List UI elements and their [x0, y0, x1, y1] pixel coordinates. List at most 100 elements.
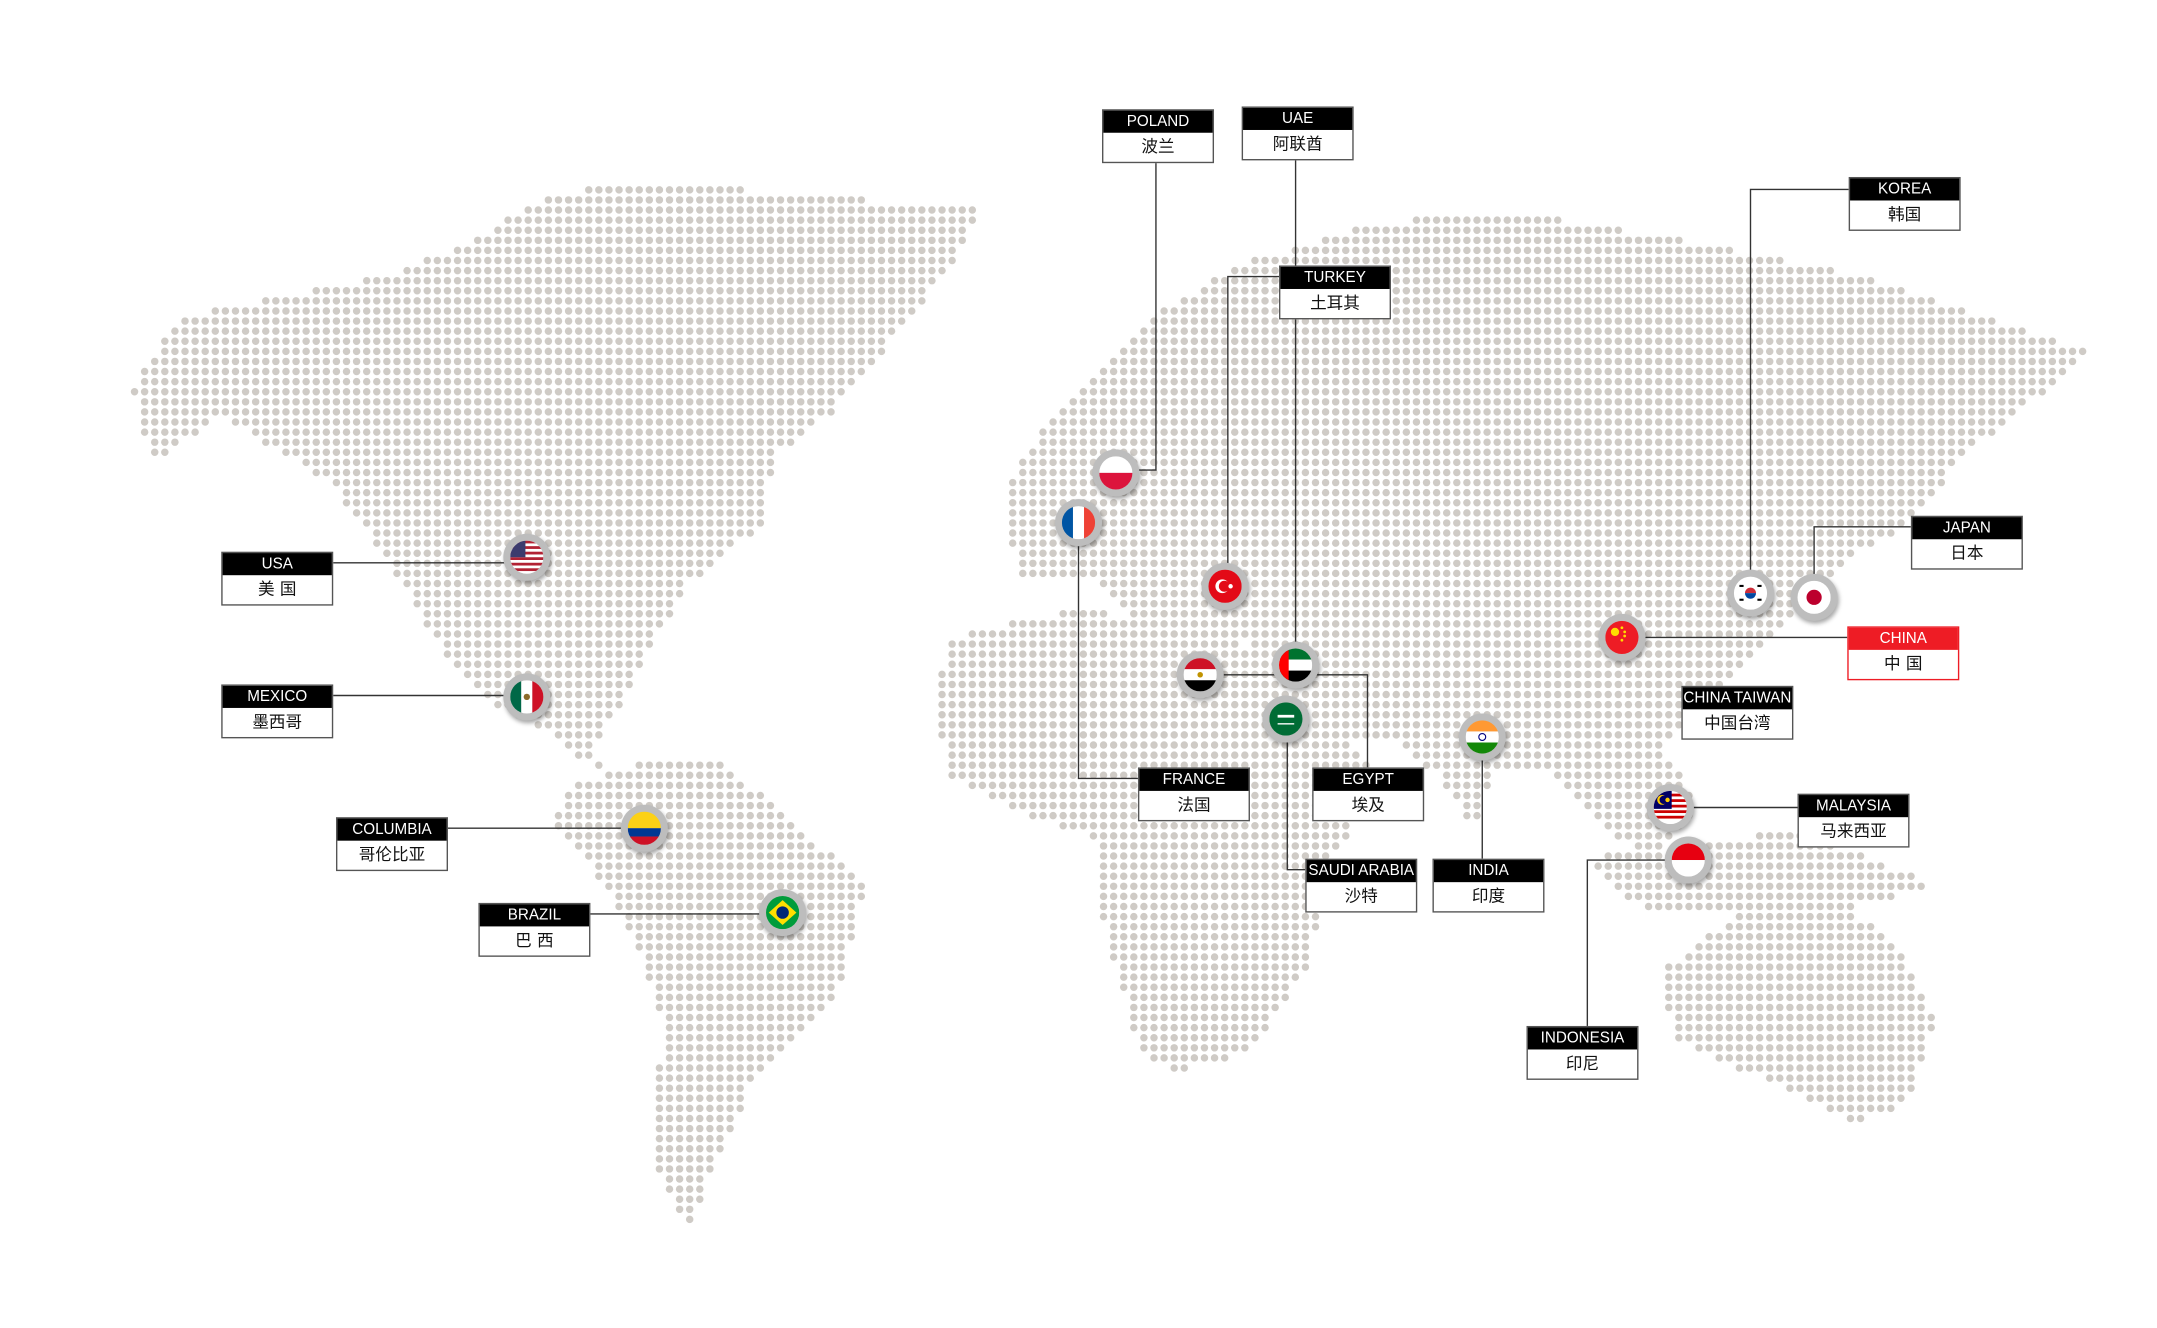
map-dot	[1614, 337, 1623, 345]
map-dot	[827, 266, 835, 275]
map-dot	[514, 387, 522, 396]
map-dot	[1665, 276, 1673, 285]
map-dot	[1231, 549, 1239, 557]
map-dot	[1140, 398, 1148, 406]
map-dot	[746, 509, 754, 517]
map-dot	[726, 367, 734, 376]
map-dot	[1130, 499, 1138, 507]
map-dot	[706, 418, 714, 426]
map-dot	[1685, 509, 1693, 517]
map-dot	[1937, 448, 1946, 457]
map-dot	[1190, 458, 1199, 467]
map-dot	[1150, 529, 1158, 537]
map-dot	[1483, 246, 1491, 255]
map-dot	[322, 297, 331, 305]
map-dot	[1644, 337, 1653, 345]
map-dot	[484, 287, 492, 295]
map-dot	[645, 579, 654, 588]
map-dot	[1372, 256, 1380, 265]
map-dot	[403, 448, 411, 457]
map-dot	[837, 287, 845, 295]
map-dot	[1029, 458, 1037, 467]
map-dot	[1251, 307, 1259, 315]
map-dot	[1564, 418, 1572, 426]
map-dot	[1675, 246, 1683, 255]
map-dot	[1372, 246, 1380, 255]
map-dot	[1624, 448, 1633, 457]
map-dot	[716, 387, 724, 396]
map-dot	[1776, 458, 1784, 467]
map-dot	[433, 438, 442, 446]
map-dot	[796, 287, 805, 295]
map-dot	[655, 357, 664, 366]
map-dot	[1887, 509, 1895, 517]
map-dot	[706, 408, 714, 416]
map-dot	[312, 418, 320, 426]
map-dot	[1029, 559, 1037, 568]
map-dot	[665, 276, 674, 285]
map-dot	[1130, 408, 1138, 416]
map-dot	[605, 357, 613, 366]
map-dot	[1432, 418, 1441, 426]
map-dot	[322, 468, 331, 477]
map-dot	[1816, 398, 1824, 406]
map-dot	[817, 266, 825, 275]
map-dot	[292, 438, 300, 446]
map-dot	[746, 297, 754, 305]
map-dot	[463, 468, 472, 477]
map-dot	[1352, 398, 1360, 406]
map-dot	[1796, 418, 1804, 426]
map-dot	[908, 216, 916, 224]
map-dot	[625, 317, 633, 325]
map-dot	[1543, 539, 1552, 547]
map-dot	[736, 367, 744, 376]
map-dot	[544, 428, 553, 436]
map-dot	[181, 408, 189, 416]
map-dot	[1281, 458, 1289, 467]
map-dot	[544, 216, 553, 224]
map-dot	[1412, 529, 1421, 537]
map-dot	[1604, 337, 1612, 345]
map-dot	[615, 367, 623, 376]
map-dot	[635, 448, 643, 457]
map-dot	[796, 357, 805, 366]
map-dot	[1584, 499, 1592, 507]
map-dot	[635, 539, 643, 547]
map-dot	[908, 307, 916, 315]
map-dot	[1786, 539, 1794, 547]
map-dot	[564, 266, 573, 275]
map-dot	[1059, 559, 1067, 568]
map-dot	[726, 519, 734, 527]
map-dot	[746, 337, 754, 345]
map-dot	[342, 387, 351, 396]
map-dot	[332, 307, 341, 315]
map-dot	[948, 206, 956, 214]
map-dot	[1564, 428, 1572, 436]
map-dot	[1140, 327, 1148, 335]
map-dot	[1735, 398, 1744, 406]
map-dot	[544, 196, 553, 204]
map-dot	[1917, 458, 1925, 467]
map-dot	[1967, 317, 1976, 325]
map-dot	[403, 499, 411, 507]
map-dot	[1331, 569, 1340, 578]
map-dot	[262, 337, 270, 345]
map-dot	[696, 226, 704, 234]
map-dot	[1695, 539, 1703, 547]
map-dot	[393, 438, 401, 446]
map-dot	[1796, 337, 1804, 345]
map-dot	[1453, 317, 1461, 325]
map-dot	[362, 357, 371, 366]
map-dot	[1907, 337, 1915, 345]
map-dot	[1594, 569, 1602, 578]
map-dot	[605, 266, 613, 275]
map-dot	[1755, 408, 1764, 416]
map-dot	[696, 327, 704, 335]
map-dot	[615, 186, 623, 194]
map-dot	[332, 398, 341, 406]
map-dot	[1836, 559, 1845, 568]
map-dot	[776, 347, 785, 356]
map-dot	[1463, 499, 1471, 507]
map-dot	[463, 357, 472, 366]
map-dot	[1634, 549, 1643, 557]
